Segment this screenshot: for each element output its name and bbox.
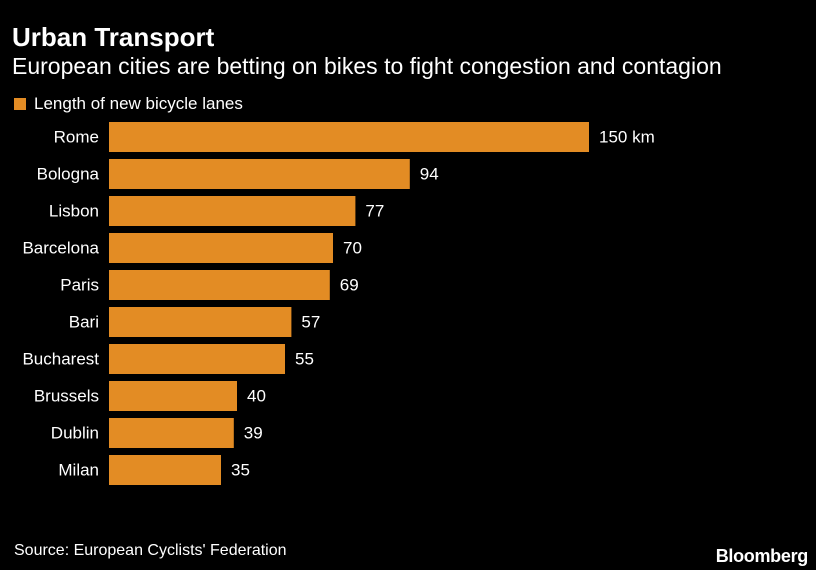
bar-lisbon: [109, 196, 356, 226]
category-label: Milan: [58, 461, 99, 480]
bar-dublin: [109, 418, 234, 448]
data-label: 150 km: [599, 128, 655, 147]
data-label: 55: [295, 350, 314, 369]
data-label: 69: [340, 276, 359, 295]
bar-paris: [109, 270, 330, 300]
category-label: Barcelona: [22, 239, 99, 258]
bar-bari: [109, 307, 292, 337]
category-label: Rome: [54, 128, 99, 147]
source-note: Source: European Cyclists' Federation: [14, 542, 287, 559]
legend-label: Length of new bicycle lanes: [34, 94, 243, 113]
data-label: 77: [365, 202, 384, 221]
category-label: Lisbon: [49, 202, 99, 221]
legend: Length of new bicycle lanes: [14, 94, 243, 114]
bar-rome: [109, 122, 589, 152]
data-label: 40: [247, 387, 266, 406]
bar-brussels: [109, 381, 237, 411]
chart-subtitle: European cities are betting on bikes to …: [12, 53, 722, 79]
category-label: Dublin: [51, 424, 99, 443]
data-label: 57: [301, 313, 320, 332]
category-label: Bologna: [37, 165, 100, 184]
data-label: 70: [343, 239, 362, 258]
bar-milan: [109, 455, 221, 485]
legend-swatch: [14, 98, 26, 110]
chart-title: Urban Transport: [12, 22, 215, 52]
bar-bucharest: [109, 344, 285, 374]
category-label: Brussels: [34, 387, 99, 406]
bar-bologna: [109, 159, 410, 189]
bloomberg-logo: Bloomberg: [715, 546, 809, 566]
data-label: 39: [244, 424, 263, 443]
data-label: 35: [231, 461, 250, 480]
category-label: Bari: [69, 313, 99, 332]
data-label: 94: [420, 165, 439, 184]
bar-barcelona: [109, 233, 333, 263]
category-label: Paris: [60, 276, 99, 295]
category-label: Bucharest: [22, 350, 99, 369]
